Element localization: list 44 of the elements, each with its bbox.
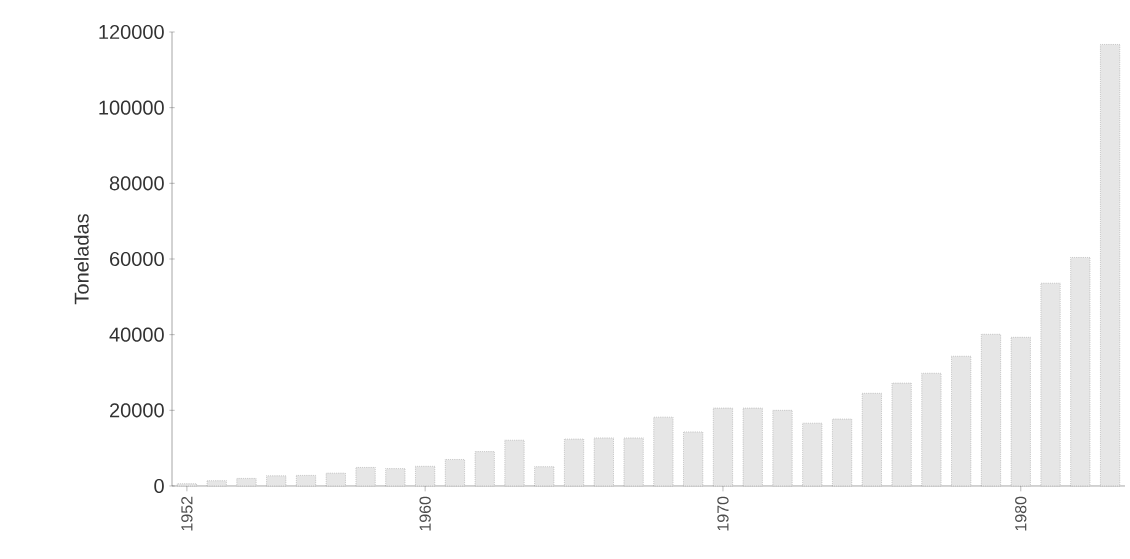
bar bbox=[981, 334, 1001, 487]
bar bbox=[504, 439, 525, 487]
bar bbox=[1100, 44, 1121, 487]
bar bbox=[534, 466, 555, 487]
bar bbox=[1040, 282, 1061, 487]
y-tick-label: 0 bbox=[154, 478, 164, 494]
bar bbox=[653, 416, 674, 487]
bar bbox=[683, 431, 704, 487]
bar bbox=[623, 437, 644, 487]
bar bbox=[593, 437, 614, 487]
bar bbox=[296, 475, 316, 487]
bar bbox=[861, 393, 882, 487]
bar bbox=[713, 407, 733, 487]
bar bbox=[951, 355, 972, 487]
bar bbox=[802, 422, 823, 487]
y-tick-label: 20000 bbox=[110, 403, 164, 418]
bar bbox=[742, 407, 763, 487]
bar bbox=[385, 468, 406, 487]
y-tick-label: 80000 bbox=[109, 176, 164, 191]
x-tick-label: 1970 bbox=[717, 496, 729, 531]
bar bbox=[206, 480, 227, 487]
bar bbox=[1010, 337, 1031, 487]
bar bbox=[772, 410, 793, 487]
bar bbox=[474, 451, 495, 487]
bar bbox=[415, 466, 436, 487]
y-axis-title: Toneladas bbox=[74, 214, 89, 305]
y-tick-label: 40000 bbox=[109, 327, 164, 342]
bar bbox=[564, 438, 584, 487]
x-tick-label: 1960 bbox=[419, 496, 431, 531]
bar bbox=[832, 418, 853, 487]
x-tick-label: 1980 bbox=[1015, 496, 1027, 531]
y-tick-label: 60000 bbox=[110, 251, 164, 267]
x-tick-label: 1952 bbox=[181, 496, 193, 531]
bar bbox=[176, 483, 197, 487]
bar bbox=[325, 472, 346, 487]
bar bbox=[921, 372, 942, 487]
bar bbox=[444, 459, 465, 487]
bar bbox=[1070, 257, 1091, 487]
bar bbox=[236, 478, 257, 487]
bar bbox=[266, 475, 287, 487]
y-tick-label: 120000 bbox=[99, 24, 164, 40]
bar bbox=[891, 382, 912, 487]
bar bbox=[355, 467, 376, 487]
y-tick-label: 100000 bbox=[99, 100, 164, 115]
